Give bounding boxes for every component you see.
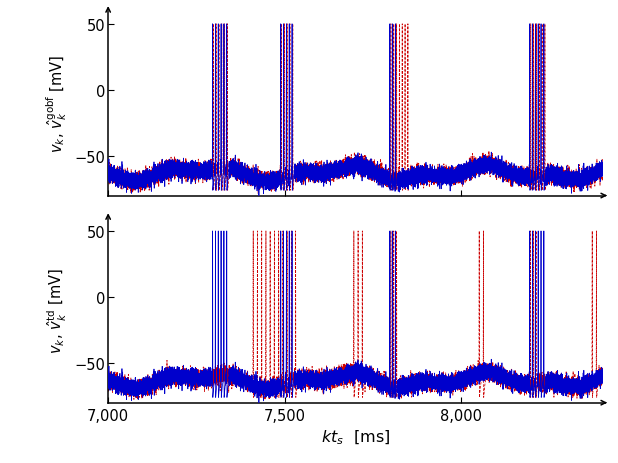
Y-axis label: $v_k,\, \hat{v}_k^{\rm td}\ [\rm mV]$: $v_k,\, \hat{v}_k^{\rm td}\ [\rm mV]$ — [46, 268, 69, 353]
X-axis label: $kt_s\ \ [\rm ms]$: $kt_s\ \ [\rm ms]$ — [321, 428, 390, 446]
Y-axis label: $v_k,\, \hat{v}_k^{\rm gobf}\ [\rm mV]$: $v_k,\, \hat{v}_k^{\rm gobf}\ [\rm mV]$ — [44, 55, 69, 153]
